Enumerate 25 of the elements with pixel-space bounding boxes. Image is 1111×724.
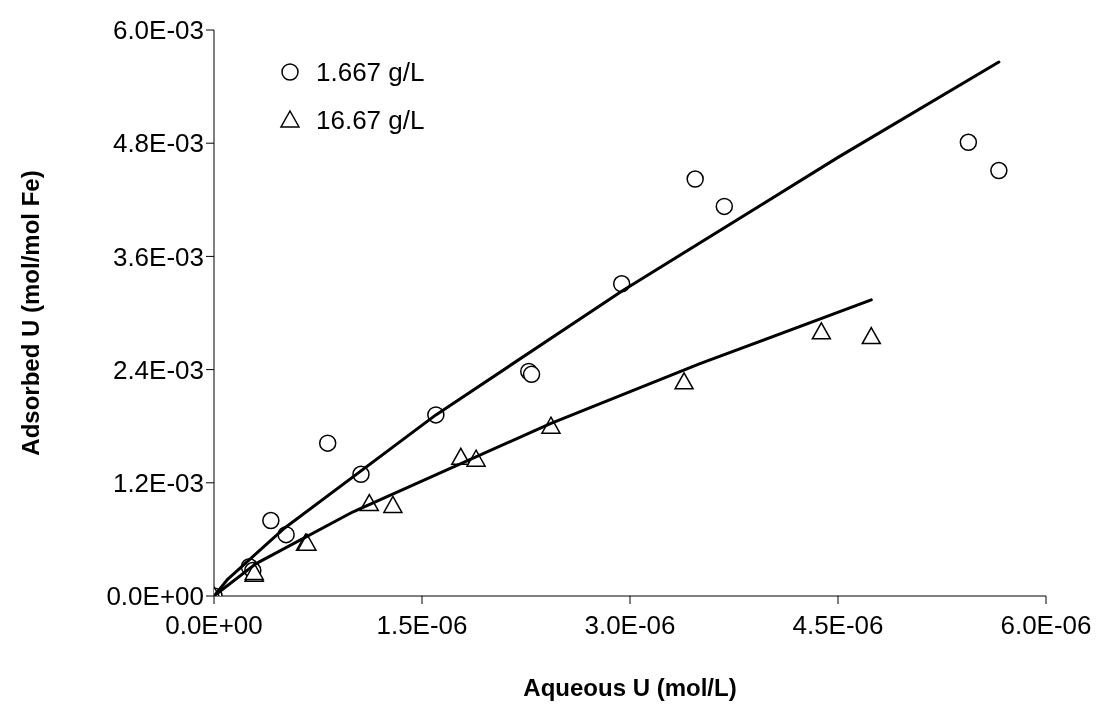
point: [383, 495, 403, 514]
point: [318, 434, 337, 452]
x-tick-label: 4.5E-06: [792, 610, 884, 641]
x-tick-label: 0.0E+00: [165, 610, 263, 641]
y-tick-label: 1.2E-03: [112, 468, 204, 499]
y-tick-label: 0.0E+00: [106, 581, 204, 612]
x-tick-label: 6.0E-06: [1000, 610, 1092, 641]
point: [990, 161, 1008, 180]
x-tick-label: 1.5E-06: [376, 610, 468, 641]
point: [715, 197, 734, 216]
point: [686, 170, 704, 188]
y-axis-title: Adsorbed U (mol/mol Fe): [16, 170, 44, 456]
y-tick-label: 2.4E-03: [112, 354, 204, 385]
legend-label: 16.67 g/L: [316, 104, 425, 136]
point: [262, 511, 280, 530]
point: [674, 372, 694, 390]
point: [811, 322, 832, 340]
y-tick-label: 6.0E-03: [112, 15, 204, 46]
point: [959, 133, 978, 152]
x-tick-label: 3.0E-06: [584, 610, 676, 641]
y-tick-label: 3.6E-03: [112, 241, 204, 272]
x-axis-title: Aqueous U (mol/L): [523, 674, 737, 701]
legend-label: 1.667 g/L: [316, 56, 425, 88]
y-tick-label: 4.8E-03: [112, 128, 204, 159]
point: [861, 326, 882, 345]
